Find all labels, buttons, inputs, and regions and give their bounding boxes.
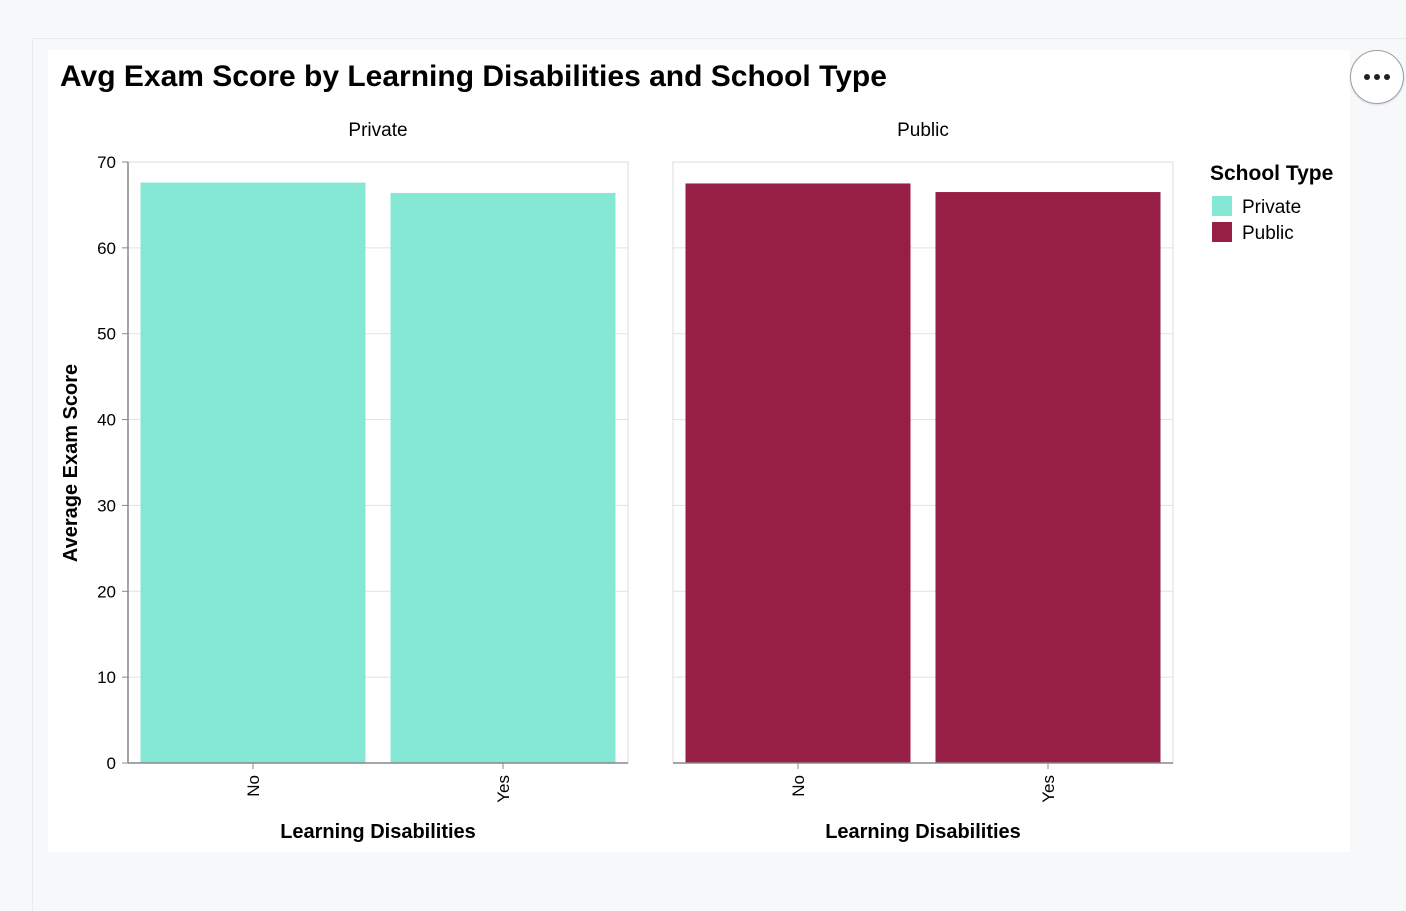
y-tick-label: 60 [97,239,116,258]
bar-private-no [140,182,366,763]
legend-swatch-private [1212,196,1232,216]
chart-title: Avg Exam Score by Learning Disabilities … [60,60,887,93]
chart-svg: Avg Exam Score by Learning Disabilities … [60,60,1333,843]
legend-title: School Type [1210,162,1333,185]
x-tick-label: No [244,775,263,797]
bar-private-yes [390,192,616,763]
x-tick-label: Yes [1039,775,1058,803]
x-axis-label: Learning Disabilities [825,821,1021,843]
y-tick-label: 10 [97,668,116,687]
y-tick-label: 0 [107,754,116,773]
y-tick-label: 50 [97,325,116,344]
y-tick-label: 70 [97,153,116,172]
more-horizontal-icon [1364,74,1390,80]
facet-label: Private [348,120,407,141]
y-tick-label: 40 [97,411,116,430]
chart-container: Avg Exam Score by Learning Disabilities … [48,50,1350,852]
facet-public: No Yes Public Learning Disabilities [672,120,1174,843]
legend-label-public: Public [1242,223,1294,244]
y-tick-label: 30 [97,496,116,515]
x-axis-label: Learning Disabilities [280,821,476,843]
more-options-button[interactable] [1350,50,1404,104]
facet-private: No Yes Private Learning Disabilities 0 10 20 30… [97,120,629,843]
bar-public-no [685,183,911,763]
facet-label: Public [897,120,949,141]
y-tick-label: 20 [97,582,116,601]
legend-label-private: Private [1242,197,1301,218]
y-axis-label: Average Exam Score [60,364,82,562]
x-tick-label: Yes [494,775,513,803]
legend: School Type Private Public [1210,162,1333,244]
legend-swatch-public [1212,222,1232,242]
bar-public-yes [935,192,1161,764]
x-tick-label: No [789,775,808,797]
facets: No Yes Private Learning Disabilities 0 10 20 30… [97,120,1174,843]
